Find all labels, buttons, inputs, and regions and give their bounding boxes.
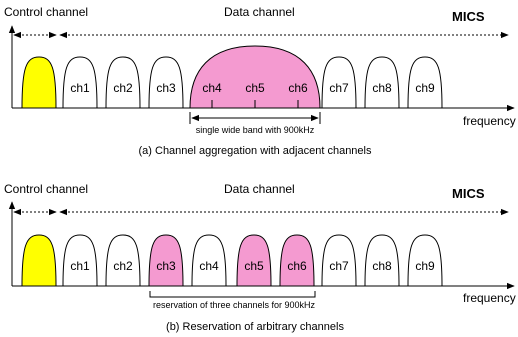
caption-b: (b) Reservation of arbitrary channels xyxy=(166,321,344,333)
frequency-label-b: frequency xyxy=(463,291,516,305)
mics-label-a: MICS xyxy=(452,9,485,24)
mics-label-b: MICS xyxy=(452,186,485,201)
channel-lobe-ch9-b xyxy=(407,234,443,287)
channel-lobe-ch1-b xyxy=(62,234,98,287)
reservation-annotation-b: reservation of three channels for 900kHz xyxy=(153,300,316,310)
channel-lobe-ch8-b xyxy=(364,234,400,287)
channel-lobe-ch4-b xyxy=(191,234,227,287)
channel-label-ch8-a: ch8 xyxy=(372,81,392,95)
data-channel-label-a: Data channel xyxy=(224,5,295,19)
wide-band-lobe-a xyxy=(189,45,321,109)
channel-lobe-ch5-b xyxy=(236,234,272,287)
control-channel-label-a: Control channel xyxy=(4,5,88,19)
channel-lobe-ch8-a xyxy=(364,56,400,109)
channel-label-ch3-a: ch3 xyxy=(156,81,176,95)
control-channel-lobe-a xyxy=(21,56,57,109)
channel-label-ch1-a: ch1 xyxy=(70,81,90,95)
channel-label-ch9-b: ch9 xyxy=(415,259,435,273)
channel-label-ch9-a: ch9 xyxy=(415,81,435,95)
channel-label-ch7-a: ch7 xyxy=(329,81,349,95)
channel-label-ch2-b: ch2 xyxy=(113,259,133,273)
channel-lobe-ch6-b xyxy=(279,234,315,287)
channel-label-ch2-a: ch2 xyxy=(113,81,133,95)
panel-a: Control channel Data channel MICS ch1 ch… xyxy=(4,5,516,157)
channel-label-ch3-b: ch3 xyxy=(156,259,176,273)
channel-label-ch7-b: ch7 xyxy=(329,259,349,273)
channel-lobe-ch3-b xyxy=(148,234,184,287)
channel-label-ch4-b: ch4 xyxy=(199,259,219,273)
channel-label-ch1-b: ch1 xyxy=(70,259,90,273)
channel-label-ch5-a: ch5 xyxy=(245,81,265,95)
channel-label-ch6-a: ch6 xyxy=(288,81,308,95)
channel-lobe-ch7-b xyxy=(321,234,357,287)
panel-b: Control channel Data channel MICS ch1 ch… xyxy=(4,182,516,333)
channel-lobe-ch3-a xyxy=(148,56,184,109)
caption-a: (a) Channel aggregation with adjacent ch… xyxy=(139,145,372,157)
control-channel-label-b: Control channel xyxy=(4,182,88,196)
channel-lobe-ch2-a xyxy=(105,56,141,109)
channel-lobe-ch2-b xyxy=(105,234,141,287)
channel-lobe-ch9-a xyxy=(407,56,443,109)
control-channel-lobe-b xyxy=(21,234,57,287)
channel-label-ch5-b: ch5 xyxy=(244,259,264,273)
channel-label-ch8-b: ch8 xyxy=(372,259,392,273)
channel-lobe-ch7-a xyxy=(321,56,357,109)
data-channel-label-b: Data channel xyxy=(224,182,295,196)
channel-lobe-ch1-a xyxy=(62,56,98,109)
frequency-label-a: frequency xyxy=(463,114,516,128)
reservation-bracket-b xyxy=(149,291,316,298)
channel-label-ch4-a: ch4 xyxy=(202,81,222,95)
channel-label-ch6-b: ch6 xyxy=(287,259,307,273)
bandwidth-annotation-a: single wide band with 900kHz xyxy=(196,125,315,135)
